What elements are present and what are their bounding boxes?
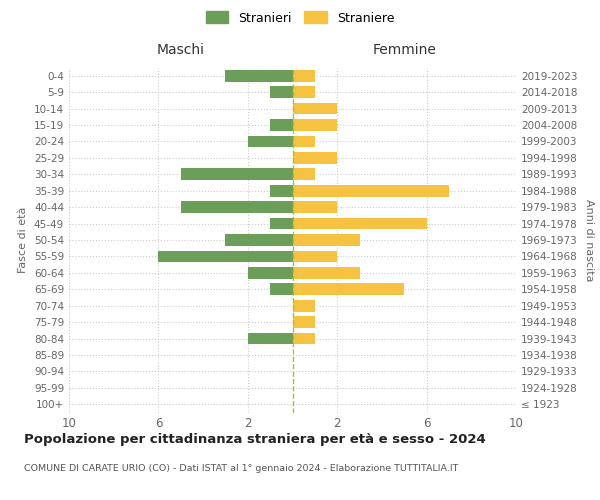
Bar	[293, 119, 337, 131]
Bar	[293, 86, 315, 98]
Bar	[293, 102, 337, 115]
Bar	[248, 332, 293, 344]
Bar	[293, 201, 337, 213]
Bar	[293, 218, 427, 230]
Legend: Stranieri, Straniere: Stranieri, Straniere	[201, 6, 399, 30]
Y-axis label: Fasce di età: Fasce di età	[19, 207, 28, 273]
Bar	[293, 284, 404, 295]
Bar	[293, 300, 315, 312]
Bar	[293, 185, 449, 196]
Bar	[270, 119, 293, 131]
Bar	[270, 218, 293, 230]
Bar	[226, 234, 293, 246]
Bar	[293, 332, 315, 344]
Bar	[181, 201, 293, 213]
Bar	[181, 168, 293, 180]
Text: Maschi: Maschi	[157, 44, 205, 58]
Bar	[248, 267, 293, 279]
Bar	[248, 136, 293, 147]
Text: Femmine: Femmine	[373, 44, 436, 58]
Bar	[293, 70, 315, 82]
Y-axis label: Anni di nascita: Anni di nascita	[584, 198, 594, 281]
Bar	[293, 267, 359, 279]
Bar	[293, 316, 315, 328]
Bar	[293, 234, 359, 246]
Bar	[293, 136, 315, 147]
Bar	[293, 250, 337, 262]
Bar	[158, 250, 293, 262]
Text: COMUNE DI CARATE URIO (CO) - Dati ISTAT al 1° gennaio 2024 - Elaborazione TUTTIT: COMUNE DI CARATE URIO (CO) - Dati ISTAT …	[24, 464, 458, 473]
Bar	[270, 284, 293, 295]
Bar	[226, 70, 293, 82]
Bar	[293, 152, 337, 164]
Text: Popolazione per cittadinanza straniera per età e sesso - 2024: Popolazione per cittadinanza straniera p…	[24, 432, 486, 446]
Bar	[293, 168, 315, 180]
Bar	[270, 185, 293, 196]
Bar	[270, 86, 293, 98]
